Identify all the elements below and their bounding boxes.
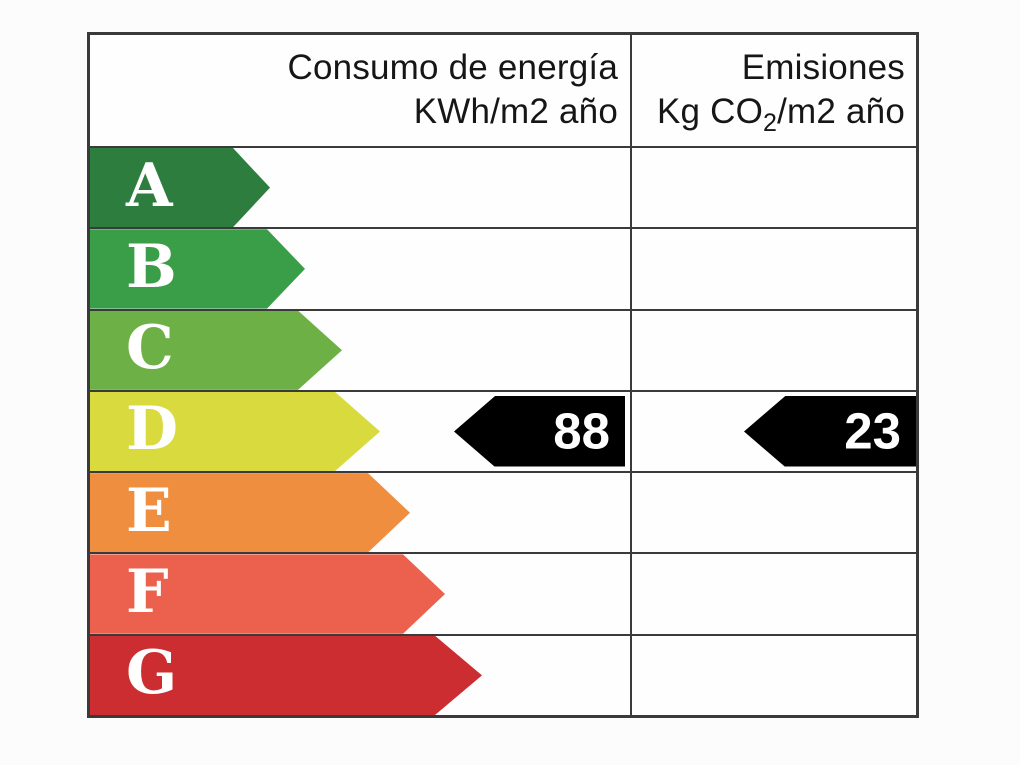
rating-letter: E xyxy=(126,475,172,546)
column-divider xyxy=(630,148,632,715)
rating-arrow xyxy=(90,148,270,228)
rating-row: D 88 23 xyxy=(90,391,916,474)
emissions-column-title: Emisiones xyxy=(741,48,905,87)
energy-value-arrow: 88 xyxy=(454,395,625,467)
rating-letter: G xyxy=(126,638,178,709)
rating-arrow xyxy=(90,554,445,634)
energy-column-units: KWh/m2 año xyxy=(413,92,618,131)
rating-letter: C xyxy=(126,313,174,384)
emissions-units-subscript: 2 xyxy=(763,109,778,137)
rating-row: B xyxy=(90,229,916,311)
emissions-column-header: Emisiones Kg CO2/m2 año xyxy=(632,35,916,146)
rating-row: G xyxy=(90,635,916,715)
rating-letter: D xyxy=(126,394,179,465)
rating-letter: A xyxy=(126,150,173,221)
rating-arrow xyxy=(90,473,410,553)
rating-letter: B xyxy=(126,231,177,302)
emissions-value-arrow: 23 xyxy=(744,395,916,467)
energy-rating-table: Consumo de energía KWh/m2 año Emisiones … xyxy=(87,32,919,718)
energy-column-title: Consumo de energía xyxy=(287,48,618,87)
rating-row: A xyxy=(90,148,916,230)
rating-row: C xyxy=(90,310,916,392)
rating-arrow xyxy=(90,391,380,472)
rating-row: F xyxy=(90,554,916,636)
emissions-units-prefix: Kg CO xyxy=(656,92,764,131)
rating-arrow xyxy=(90,635,482,715)
rating-letter: F xyxy=(126,556,169,627)
energy-column-header: Consumo de energía KWh/m2 año xyxy=(90,35,632,146)
table-header: Consumo de energía KWh/m2 año Emisiones … xyxy=(90,35,916,148)
rating-arrow xyxy=(90,229,305,309)
rating-row: E xyxy=(90,473,916,555)
emissions-column-units: Kg CO2/m2 año xyxy=(632,90,905,137)
emissions-units-suffix: /m2 año xyxy=(777,92,905,131)
rating-arrow xyxy=(90,310,342,390)
ratings-rows: A B C D 88 23 E F G xyxy=(90,148,916,715)
